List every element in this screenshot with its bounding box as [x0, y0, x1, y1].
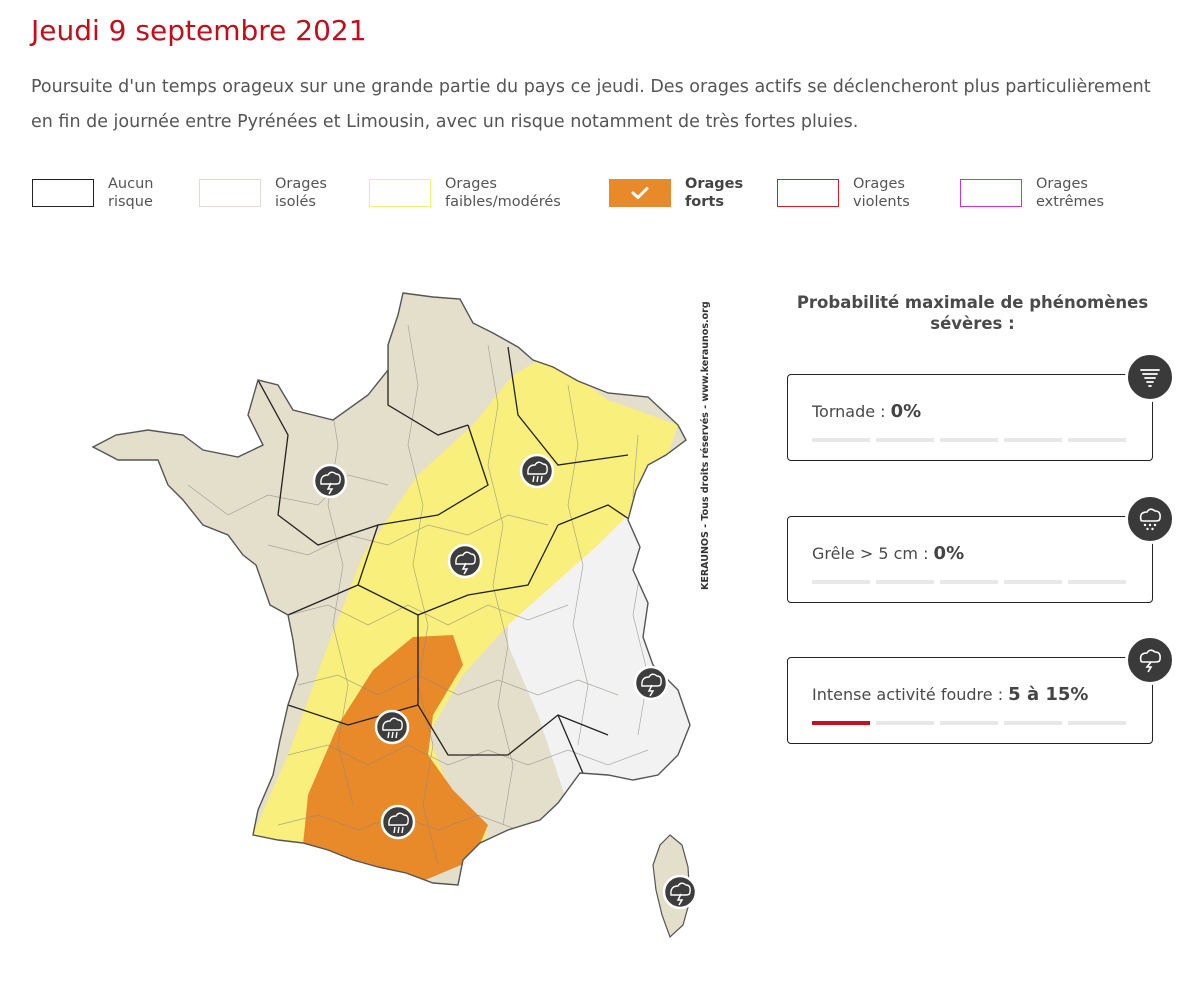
- legend-swatch-selected: [609, 179, 671, 207]
- bar-segment-empty: [812, 580, 870, 584]
- bar-segment-empty: [940, 580, 998, 584]
- legend-label-line1: Orages: [445, 176, 497, 192]
- storm-lightning-icon: [633, 665, 669, 701]
- probability-title: Probabilité maximale de phénomènes sévèr…: [790, 292, 1155, 334]
- legend-label-line1: Orages: [1036, 176, 1088, 192]
- storm-lightning-icon: [447, 543, 483, 579]
- legend-label: Orages forts: [685, 175, 805, 211]
- legend-label-line2: risque: [108, 194, 153, 210]
- storm-risk-map: [88, 285, 708, 985]
- hail-icon: [1125, 494, 1175, 544]
- legend-label: Orages violents: [853, 175, 973, 211]
- bar-segment-filled: [812, 721, 870, 725]
- legend-label: Aucun risque: [108, 175, 228, 211]
- risk-legend: Aucun risque Orages isolés Orages faible…: [0, 175, 1200, 215]
- legend-label: Orages faibles/modérés: [445, 175, 565, 211]
- legend-label-line1: Orages: [275, 176, 327, 192]
- bar-segment-empty: [1004, 721, 1062, 725]
- legend-label: Orages isolés: [275, 175, 395, 211]
- page-title: Jeudi 9 septembre 2021: [31, 14, 367, 47]
- legend-label-line2: forts: [685, 194, 724, 210]
- map-credit: KERAUNOS - Tous droits réservés - www.ke…: [700, 301, 711, 590]
- probability-bar: [812, 580, 1126, 584]
- france-map: [91, 292, 698, 939]
- storm-rain-icon: [374, 709, 410, 745]
- legend-label-line1: Orages: [685, 176, 744, 192]
- legend-label-line2: faibles/modérés: [445, 194, 561, 210]
- legend-label-line2: isolés: [275, 194, 316, 210]
- card-value: 5 à 15%: [1008, 684, 1089, 705]
- tornado-icon: [1125, 352, 1175, 402]
- zone-orages-forts: [303, 635, 488, 883]
- legend-swatch: [960, 179, 1022, 207]
- probability-card-lightning: Intense activité foudre : 5 à 15%: [787, 635, 1175, 744]
- legend-label: Orages extrêmes: [1036, 175, 1156, 211]
- card-value: 0%: [933, 543, 965, 564]
- storm-rain-icon: [380, 804, 416, 840]
- bar-segment-empty: [1068, 721, 1126, 725]
- probability-title-line1: Probabilité maximale de phénomènes: [796, 293, 1149, 312]
- legend-swatch: [369, 179, 431, 207]
- bar-segment-empty: [1004, 580, 1062, 584]
- bar-segment-empty: [940, 721, 998, 725]
- legend-label-line2: violents: [853, 194, 910, 210]
- card-label-text: Tornade :: [812, 402, 891, 421]
- legend-swatch: [32, 179, 94, 207]
- card-label: Tornade : 0%: [812, 401, 921, 422]
- legend-label-line2: extrêmes: [1036, 194, 1105, 210]
- bar-segment-empty: [1068, 438, 1126, 442]
- probability-bar: [812, 438, 1126, 442]
- forecast-summary: Poursuite d'un temps orageux sur une gra…: [31, 77, 1151, 132]
- legend-label-line1: Aucun: [108, 176, 154, 192]
- legend-label-line1: Orages: [853, 176, 905, 192]
- bar-segment-empty: [940, 438, 998, 442]
- probability-card-hail: Grêle > 5 cm : 0%: [787, 494, 1175, 603]
- probability-bar: [812, 721, 1126, 725]
- lightning-cloud-icon: [1125, 635, 1175, 685]
- bar-segment-empty: [1068, 580, 1126, 584]
- bar-segment-empty: [876, 580, 934, 584]
- legend-swatch: [777, 179, 839, 207]
- bar-segment-empty: [876, 438, 934, 442]
- card-value: 0%: [890, 401, 922, 422]
- department-borders: [187, 324, 649, 866]
- bar-segment-empty: [812, 438, 870, 442]
- legend-swatch: [199, 179, 261, 207]
- card-label-text: Intense activité foudre :: [812, 685, 1009, 704]
- bar-segment-empty: [1004, 438, 1062, 442]
- card-label-text: Grêle > 5 cm :: [812, 544, 934, 563]
- bar-segment-empty: [876, 721, 934, 725]
- france-outline: [91, 292, 691, 886]
- storm-lightning-icon: [312, 463, 348, 499]
- card-label: Intense activité foudre : 5 à 15%: [812, 684, 1088, 705]
- probability-card-tornado: Tornade : 0%: [787, 352, 1175, 461]
- probability-title-line2: sévères :: [930, 314, 1015, 333]
- check-icon: [631, 187, 649, 199]
- storm-rain-icon: [519, 453, 555, 489]
- card-label: Grêle > 5 cm : 0%: [812, 543, 964, 564]
- storm-lightning-icon: [662, 874, 698, 910]
